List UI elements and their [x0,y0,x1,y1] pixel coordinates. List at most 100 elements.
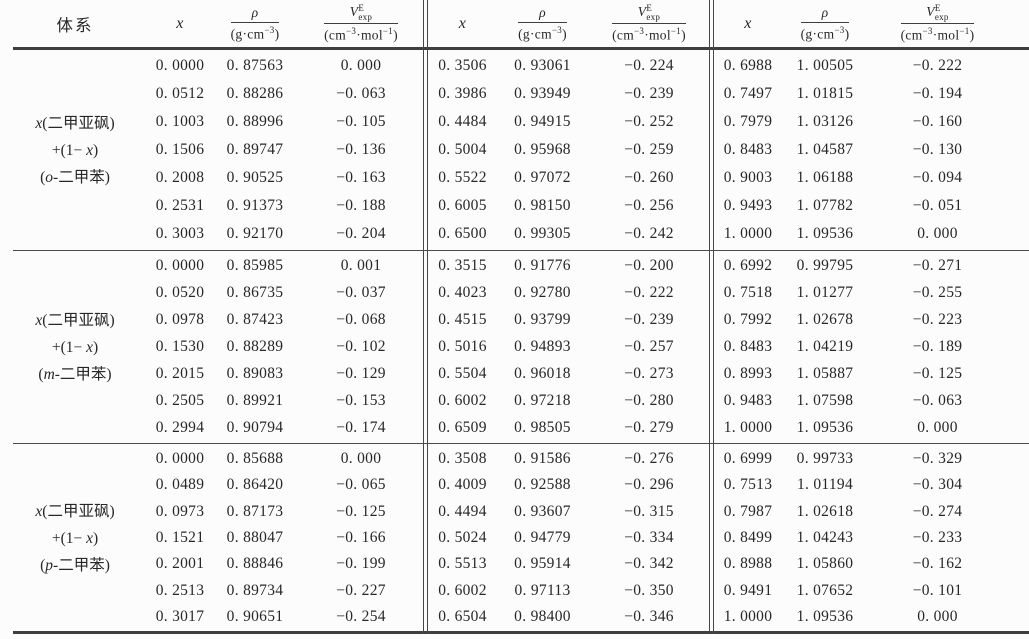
v-value: 0. 000 [340,57,382,74]
x-value: 0. 7987 [723,502,773,520]
rho-value: 1. 05860 [796,555,854,573]
v-value: −0. 174 [336,418,386,436]
v-value: −0. 252 [624,113,674,130]
v-value: −0. 233 [912,528,963,546]
system-label-line: x(二甲亚砜) [35,114,115,132]
v-value: −0. 101 [912,581,963,599]
v-value: −0. 280 [624,391,674,409]
v-value: −0. 063 [912,391,963,409]
x-value: 0. 6999 [723,450,773,468]
rho-value: 0. 92170 [226,225,284,242]
rho-value: 0. 86735 [226,284,284,302]
x-value: 0. 4484 [438,113,487,130]
x-value: 0. 2015 [155,364,205,382]
x-value: 0. 2505 [155,391,205,409]
rho-value: 1. 01194 [796,476,854,494]
header-x: x [458,14,467,32]
x-value: 0. 0978 [155,311,205,329]
x-value: 0. 9003 [723,169,773,186]
double-vertical-rule-1 [426,0,428,634]
v-value: −0. 188 [336,197,386,214]
v-value: −0. 222 [624,284,674,302]
v-value: −0. 199 [336,555,386,573]
rho-value: 1. 05887 [796,364,854,382]
v-value: 0. 001 [340,257,382,275]
v-value: −0. 125 [336,502,386,520]
system-label-line: (m-二甲苯) [38,365,112,383]
rho-value: 1. 01277 [796,284,854,302]
v-value: −0. 227 [336,581,386,599]
x-value: 0. 1506 [155,141,205,158]
v-value: −0. 257 [624,337,674,355]
x-value: 0. 8988 [723,555,773,573]
rho-value: 0. 91373 [226,197,284,214]
bottom-rule [13,631,1029,634]
x-value: 0. 6002 [438,581,487,599]
rho-value: 0. 86420 [226,476,284,494]
block-separator-rule-2 [13,442,1029,445]
rho-value: 1. 03126 [796,113,854,130]
v-value: −0. 254 [336,607,386,625]
v-value: −0. 315 [624,502,674,520]
x-value: 0. 2008 [155,169,205,186]
rho-value: 0. 97072 [514,169,571,186]
rho-value: 0. 93949 [514,85,571,102]
header-x: x [176,14,184,32]
v-value: −0. 129 [336,364,386,382]
v-value: −0. 255 [912,284,963,302]
rho-value: 1. 09536 [796,607,854,625]
v-value: −0. 342 [624,555,674,573]
rho-value: 1. 02618 [796,502,854,520]
rho-value: 0. 88047 [226,528,284,546]
rho-value: 1. 07598 [796,391,854,409]
x-value: 0. 4023 [438,284,487,302]
rho-value: 1. 09536 [796,418,854,436]
double-vertical-rule-1 [422,0,424,634]
x-value: 0. 7992 [723,311,773,329]
rho-value: 0. 94915 [514,113,571,130]
double-vertical-rule-2 [712,0,714,634]
data-block-m-xylene: x(二甲亚砜) +(1− x) (m-二甲苯) 0. 0000 0. 85985 0. 0… [0,253,1029,441]
rho-value: 1. 07782 [796,197,854,214]
v-value: −0. 166 [336,528,386,546]
x-value: 0. 5016 [438,337,487,355]
v-value: −0. 153 [336,391,386,409]
v-value: −0. 160 [912,113,963,130]
x-value: 0. 3515 [438,257,487,275]
header-density: ρ (g·cm−3) [230,5,280,42]
v-value: −0. 105 [336,113,386,130]
x-value: 0. 0000 [155,450,205,468]
v-value: −0. 239 [624,311,674,329]
rho-value: 0. 91586 [514,450,571,468]
x-value: 0. 9493 [723,197,773,214]
system-label-line: (o-二甲苯) [40,168,110,186]
rho-value: 1. 01815 [796,85,854,102]
x-value: 0. 1521 [155,528,205,546]
rho-value: 0. 88996 [226,113,284,130]
system-label: x(二甲亚砜) +(1− x) (m-二甲苯) [0,307,150,388]
rho-value: 0. 89734 [226,581,284,599]
v-value: −0. 334 [624,528,674,546]
rho-value: 0. 97113 [514,581,571,599]
rho-value: 0. 88846 [226,555,284,573]
x-value: 0. 6002 [438,391,487,409]
rho-value: 0. 90525 [226,169,284,186]
v-value: −0. 068 [336,311,386,329]
rho-value: 0. 89921 [226,391,284,409]
data-block-o-xylene: x(二甲亚砜) +(1− x) (o-二甲苯) 0. 0000 0. 87563 0. 0… [0,52,1029,248]
x-value: 0. 3506 [438,57,487,74]
x-value: 0. 6509 [438,418,487,436]
x-value: 0. 9491 [723,581,773,599]
rho-value: 0. 94893 [514,337,571,355]
x-value: 0. 3986 [438,85,487,102]
system-label-line: x(二甲亚砜) [35,311,115,329]
rho-value: 0. 97218 [514,391,571,409]
rho-value: 0. 88286 [226,85,284,102]
v-value: −0. 350 [624,581,674,599]
rho-value: 1. 04243 [796,528,854,546]
x-value: 0. 4009 [438,476,487,494]
v-value: −0. 130 [912,141,963,158]
